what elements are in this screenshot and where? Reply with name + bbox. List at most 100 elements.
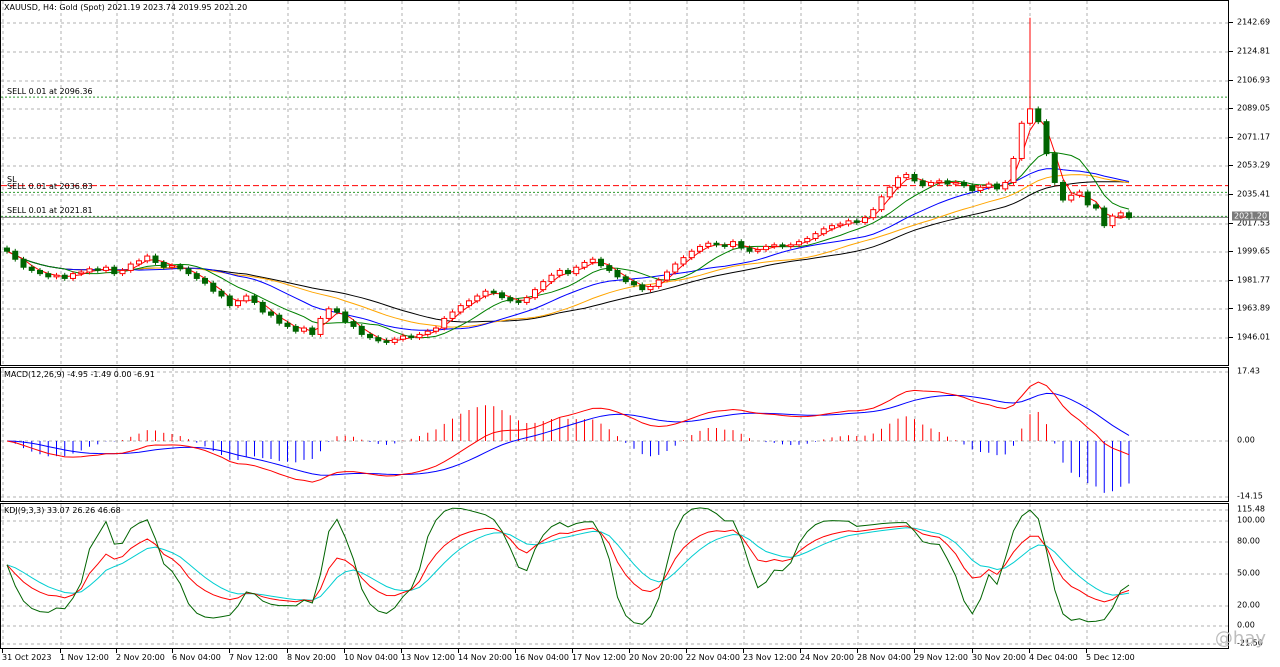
candle-body: [325, 308, 332, 319]
candle-body: [862, 217, 868, 223]
candle-body: [383, 340, 390, 343]
candle-body: [655, 279, 662, 287]
candle-body: [713, 242, 720, 246]
price-label: 2053.29: [1237, 160, 1271, 170]
time-tick: [572, 649, 573, 653]
candle-body: [936, 180, 943, 183]
time-label: 29 Nov 12:00: [914, 653, 968, 662]
candle-body: [507, 297, 514, 302]
candle-body: [499, 292, 505, 299]
candle-body: [1027, 108, 1033, 124]
candle-body: [771, 244, 778, 247]
price-tick: [1229, 251, 1233, 252]
candle-body: [556, 269, 563, 276]
candle-body: [103, 266, 109, 271]
price-label: 2124.81: [1237, 46, 1271, 56]
candle-body: [1060, 181, 1066, 201]
kdj-k-line: [6, 525, 1130, 603]
candle-body: [697, 245, 703, 252]
candle-body: [961, 181, 967, 187]
watermark: @hay: [1214, 628, 1266, 649]
time-label: 10 Nov 04:00: [344, 653, 398, 662]
candle-body: [787, 244, 794, 247]
candle-body: [37, 269, 43, 275]
price-label: 2035.41: [1237, 189, 1271, 199]
time-label: 24 Nov 20:00: [800, 653, 854, 662]
kdj-canvas: [1, 504, 1228, 648]
candle-body: [705, 242, 712, 247]
candle-body: [919, 180, 926, 187]
candle-body: [218, 290, 225, 297]
kdj-axis-label: 80.00: [1237, 536, 1260, 546]
candle-body: [680, 257, 687, 265]
time-label: 17 Nov 12:00: [572, 653, 626, 662]
candle-body: [334, 308, 340, 313]
ma-fast-line: [6, 117, 1130, 342]
candle-body: [985, 183, 992, 188]
candle-body: [342, 311, 349, 323]
price-chart-pane[interactable]: XAUUSD, H4: Gold (Spot) 2021.19 2023.74 …: [0, 0, 1229, 366]
kdj-j-line: [6, 507, 1130, 625]
candle-body: [408, 335, 415, 339]
candle-body: [721, 244, 728, 247]
candle-body: [152, 255, 159, 263]
candle-body: [433, 327, 439, 332]
candle-body: [1126, 212, 1132, 219]
candle-body: [829, 225, 835, 230]
candle-body: [12, 250, 19, 260]
time-label: 16 Nov 04:00: [515, 653, 569, 662]
candle-body: [1068, 194, 1075, 201]
kdj-axis-label: -21.50: [1237, 638, 1263, 648]
price-axis[interactable]: 2142.69 2124.81 2106.93 2089.05 2071.17 …: [1229, 0, 1280, 366]
price-label: 1946.01: [1237, 332, 1271, 342]
candle-body: [746, 247, 753, 252]
time-tick: [172, 649, 173, 653]
candle-body: [581, 261, 588, 268]
candle-body: [895, 177, 901, 188]
candle-body: [754, 249, 761, 252]
candle-body: [606, 265, 613, 271]
macd-axis[interactable]: 17.43 0.00 -14.15: [1229, 367, 1280, 502]
candle-body: [127, 263, 134, 271]
time-tick: [629, 649, 630, 653]
candle-body: [268, 311, 274, 316]
kdj-pane[interactable]: KDJ(9,3,3) 33.07 26.26 46.68: [0, 503, 1229, 649]
stop-loss-label[interactable]: SL: [7, 175, 17, 185]
candle-body: [358, 325, 365, 335]
time-tick: [116, 649, 117, 653]
candle-body: [276, 314, 283, 324]
candle-body: [400, 335, 406, 340]
price-label: 2089.05: [1237, 103, 1271, 113]
sell-order-label-1[interactable]: SELL 0.01 at 2096.36: [7, 87, 93, 97]
candle-body: [911, 173, 918, 182]
time-label: 7 Nov 12:00: [229, 653, 278, 662]
sell-order-label-2[interactable]: SELL 0.01 at 2036.83: [7, 182, 93, 192]
candle-body: [573, 266, 580, 275]
candle-body: [812, 233, 819, 239]
time-label: 2 Nov 20:00: [116, 653, 165, 662]
candle-body: [210, 282, 217, 292]
kdj-axis[interactable]: 115.48 100.00 80.00 50.00 20.00 0.00 -21…: [1229, 503, 1280, 649]
price-tick: [1229, 108, 1233, 109]
candle-body: [235, 300, 241, 307]
candle-body: [449, 311, 456, 319]
candle-body: [490, 290, 497, 294]
time-tick: [686, 649, 687, 653]
candle-body: [589, 258, 596, 263]
time-label: 28 Nov 04:00: [857, 653, 911, 662]
candle-body: [251, 295, 258, 303]
time-tick: [972, 649, 973, 653]
candle-body: [1051, 153, 1058, 183]
candle-body: [1002, 181, 1009, 190]
macd-pane[interactable]: MACD(12,26,9) -4.95 -1.49 0.00 -6.91: [0, 367, 1229, 502]
time-tick: [857, 649, 858, 653]
price-label: 2142.69: [1237, 17, 1271, 27]
candle-body: [144, 255, 151, 262]
candle-body: [94, 268, 101, 271]
sell-order-label-3[interactable]: SELL 0.01 at 2021.81: [7, 206, 93, 216]
candle-body: [763, 245, 769, 251]
time-axis[interactable]: 31 Oct 2023 1 Nov 12:00 2 Nov 20:00 6 Nov 0…: [0, 649, 1229, 667]
candle-body: [474, 295, 481, 302]
price-tick: [1229, 223, 1233, 224]
candle-body: [738, 241, 745, 249]
